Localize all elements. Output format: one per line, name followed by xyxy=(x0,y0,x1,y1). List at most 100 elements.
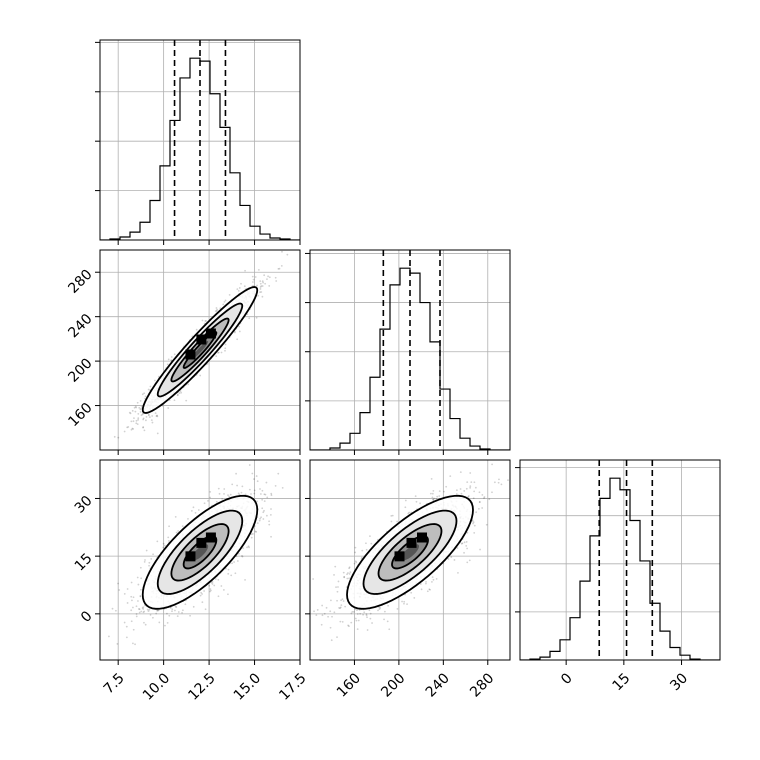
sample-point xyxy=(228,293,231,296)
sample-point xyxy=(149,614,152,616)
sample-point xyxy=(175,531,178,534)
sample-point xyxy=(204,608,207,611)
sample-point xyxy=(155,612,158,615)
sample-point xyxy=(174,515,177,518)
sample-point xyxy=(152,616,154,619)
sample-point xyxy=(237,492,240,495)
sample-point xyxy=(203,590,206,592)
sample-point xyxy=(413,597,416,599)
sample-point xyxy=(269,513,272,516)
sample-point xyxy=(156,432,159,435)
sample-point xyxy=(144,559,146,561)
sample-point xyxy=(355,619,358,622)
sample-point xyxy=(301,651,303,653)
sample-point xyxy=(260,516,262,519)
sample-point xyxy=(257,269,260,271)
sample-point xyxy=(135,615,138,618)
sample-point xyxy=(234,331,236,334)
sample-point xyxy=(377,609,379,612)
sample-point xyxy=(138,611,141,614)
sample-point xyxy=(472,497,475,500)
sample-point xyxy=(268,276,271,279)
sample-point xyxy=(390,520,393,523)
sample-point xyxy=(147,413,150,416)
sample-point xyxy=(259,282,262,285)
sample-point xyxy=(465,544,468,547)
panel-frame xyxy=(99,39,301,241)
sample-point xyxy=(150,558,153,560)
sample-point xyxy=(330,599,332,602)
sample-point xyxy=(129,412,132,415)
sample-point xyxy=(466,481,469,484)
sample-point xyxy=(166,612,168,615)
sample-point xyxy=(171,610,173,613)
sample-point xyxy=(438,490,441,493)
sample-point xyxy=(214,578,217,580)
sample-point xyxy=(350,612,353,615)
sample-point xyxy=(222,589,225,591)
sample-point xyxy=(157,609,160,612)
sample-point xyxy=(357,619,360,622)
sample-point xyxy=(218,492,221,495)
sample-point xyxy=(264,493,267,496)
sample-point xyxy=(169,607,172,609)
sample-point xyxy=(403,602,405,605)
sample-point xyxy=(339,607,342,610)
sample-point xyxy=(403,600,406,603)
sample-point xyxy=(131,409,134,412)
sample-point xyxy=(371,622,373,624)
sample-point xyxy=(224,347,227,350)
sample-point xyxy=(260,285,263,287)
sample-point xyxy=(134,643,136,646)
histogram-step-1 xyxy=(100,57,300,240)
sample-point xyxy=(352,611,355,613)
sample-point xyxy=(354,551,357,554)
sample-point xyxy=(125,625,128,628)
sample-point xyxy=(143,610,146,613)
sample-point xyxy=(430,477,433,480)
sample-point xyxy=(181,611,183,614)
sample-point xyxy=(138,406,141,409)
sample-point xyxy=(123,430,126,433)
sample-point xyxy=(130,428,133,431)
sample-point xyxy=(274,276,277,279)
sample-point xyxy=(125,636,128,639)
sample-point xyxy=(241,555,243,557)
sample-point xyxy=(236,560,239,562)
sample-point xyxy=(410,591,413,594)
contour-1 xyxy=(141,286,259,414)
sample-point xyxy=(429,492,432,495)
sample-point xyxy=(145,415,148,418)
sample-point xyxy=(478,501,481,504)
sample-point xyxy=(201,601,204,604)
sample-point xyxy=(131,427,134,430)
sample-point xyxy=(209,490,212,493)
sample-point xyxy=(135,605,138,608)
sample-point xyxy=(234,572,237,575)
sample-point xyxy=(262,518,265,520)
sample-point xyxy=(390,514,393,517)
sample-point xyxy=(359,612,362,615)
sample-point xyxy=(277,267,280,270)
sample-point xyxy=(365,542,367,545)
sample-point xyxy=(340,604,343,607)
sample-point xyxy=(162,542,165,545)
sample-point xyxy=(320,623,323,626)
sample-point xyxy=(132,642,134,645)
sample-point xyxy=(155,415,158,417)
sample-point xyxy=(209,590,211,593)
sample-point xyxy=(142,426,144,429)
sample-point xyxy=(426,590,429,593)
sample-point xyxy=(321,604,324,607)
sample-point xyxy=(140,414,143,417)
sample-point xyxy=(432,498,435,501)
sample-point xyxy=(149,385,152,388)
sample-point xyxy=(217,351,219,354)
sample-point xyxy=(144,623,147,626)
sample-point xyxy=(217,487,220,490)
sample-point xyxy=(266,278,268,281)
sample-point xyxy=(148,564,150,567)
sample-point xyxy=(111,607,114,610)
sample-point xyxy=(139,595,142,598)
sample-point xyxy=(130,595,133,598)
